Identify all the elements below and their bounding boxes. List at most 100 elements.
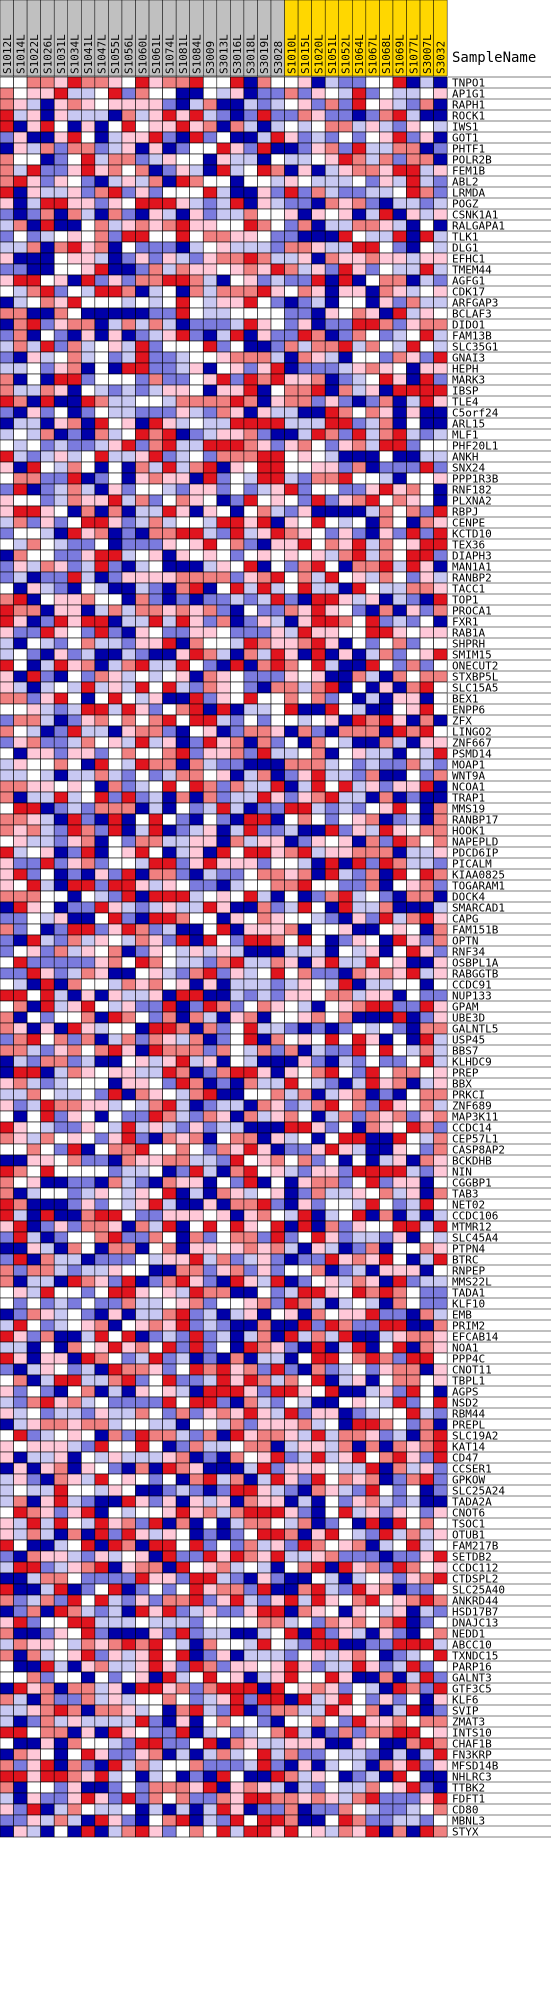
heatmap-cell bbox=[351, 637, 367, 650]
heatmap-cell bbox=[13, 890, 28, 903]
heatmap-cell bbox=[257, 406, 272, 419]
heatmap-cell bbox=[175, 417, 190, 430]
heatmap-cell bbox=[324, 1385, 340, 1398]
heatmap-cell bbox=[53, 318, 69, 331]
heatmap-cell bbox=[81, 615, 96, 628]
heatmap-cell bbox=[419, 1616, 434, 1629]
heatmap-cell bbox=[351, 681, 367, 694]
heatmap-cell bbox=[162, 1594, 177, 1607]
heatmap-cell bbox=[40, 747, 55, 760]
heatmap-cell bbox=[0, 1638, 14, 1651]
heatmap-cell bbox=[148, 1374, 163, 1387]
heatmap-cell bbox=[81, 362, 96, 375]
heatmap-cell bbox=[324, 373, 340, 386]
heatmap-cell bbox=[406, 978, 421, 991]
heatmap-cell bbox=[284, 824, 299, 837]
heatmap-cell bbox=[230, 1088, 245, 1101]
heatmap-cell bbox=[257, 1275, 272, 1288]
heatmap-cell bbox=[324, 923, 340, 936]
heatmap-cell bbox=[365, 428, 380, 441]
column-label: S1052L bbox=[340, 34, 353, 74]
heatmap-cell bbox=[175, 76, 190, 89]
heatmap-cell bbox=[230, 1539, 245, 1552]
heatmap-cell bbox=[216, 1242, 231, 1255]
heatmap-cell bbox=[53, 1165, 69, 1178]
heatmap-cell bbox=[13, 1539, 28, 1552]
heatmap-cell bbox=[351, 175, 367, 188]
heatmap-cell bbox=[351, 1605, 367, 1618]
heatmap-cell bbox=[67, 1242, 82, 1255]
heatmap-cell bbox=[94, 1396, 109, 1409]
heatmap-cell bbox=[216, 395, 231, 408]
heatmap-cell bbox=[270, 1044, 285, 1057]
heatmap-cell bbox=[365, 274, 380, 287]
heatmap-cell bbox=[243, 417, 258, 430]
heatmap-cell bbox=[189, 329, 204, 342]
heatmap-cell bbox=[257, 1561, 272, 1574]
heatmap-cell bbox=[175, 1011, 190, 1024]
heatmap-cell bbox=[324, 1143, 340, 1156]
heatmap-cell bbox=[81, 1022, 96, 1035]
heatmap-cell bbox=[365, 1374, 380, 1387]
heatmap-cell bbox=[324, 98, 340, 111]
heatmap-cell bbox=[202, 758, 218, 771]
heatmap-cell bbox=[53, 747, 69, 760]
heatmap-cell bbox=[189, 1264, 204, 1277]
heatmap-cell bbox=[365, 395, 380, 408]
heatmap-cell bbox=[406, 703, 421, 716]
heatmap-cell bbox=[121, 505, 136, 518]
heatmap-cell bbox=[270, 1055, 285, 1068]
heatmap-cell bbox=[81, 1055, 96, 1068]
heatmap-cell bbox=[270, 736, 285, 749]
heatmap-cell bbox=[108, 1528, 123, 1541]
heatmap-cell bbox=[351, 153, 367, 166]
heatmap-cell bbox=[189, 428, 204, 441]
heatmap-cell bbox=[392, 384, 407, 397]
heatmap-cell bbox=[94, 1011, 109, 1024]
heatmap-cell bbox=[284, 1638, 299, 1651]
heatmap-cell bbox=[189, 1374, 204, 1387]
heatmap-cell bbox=[202, 1308, 218, 1321]
heatmap-cell bbox=[13, 835, 28, 848]
heatmap-cell bbox=[392, 879, 407, 892]
heatmap-cell bbox=[257, 1088, 272, 1101]
heatmap-cell bbox=[81, 1671, 96, 1684]
heatmap-cell bbox=[392, 1473, 407, 1486]
heatmap-cell bbox=[338, 285, 353, 298]
heatmap-cell bbox=[230, 923, 245, 936]
heatmap-cell bbox=[67, 857, 82, 870]
heatmap-cell bbox=[162, 1198, 177, 1211]
heatmap-cell bbox=[94, 1363, 109, 1376]
heatmap-cell bbox=[297, 219, 312, 232]
heatmap-cell bbox=[406, 1220, 421, 1233]
heatmap-cell bbox=[81, 1561, 96, 1574]
heatmap-cell bbox=[257, 1198, 272, 1211]
heatmap-cell bbox=[243, 1693, 258, 1706]
heatmap-cell bbox=[53, 593, 69, 606]
heatmap-cell bbox=[148, 1528, 163, 1541]
heatmap-cell bbox=[40, 1286, 55, 1299]
heatmap-cell bbox=[284, 1583, 299, 1596]
heatmap-cell bbox=[324, 582, 340, 595]
heatmap-cell bbox=[365, 879, 380, 892]
heatmap-cell bbox=[284, 1550, 299, 1563]
heatmap-cell bbox=[67, 153, 82, 166]
heatmap-cell bbox=[433, 472, 448, 485]
heatmap-cell bbox=[257, 1352, 272, 1365]
heatmap-cell bbox=[202, 142, 218, 155]
heatmap-cell bbox=[13, 1088, 28, 1101]
heatmap-cell bbox=[108, 186, 123, 199]
heatmap-cell bbox=[230, 802, 245, 815]
heatmap-cell bbox=[419, 1594, 434, 1607]
heatmap-cell bbox=[81, 1308, 96, 1321]
heatmap-cell bbox=[175, 1594, 190, 1607]
heatmap-cell bbox=[392, 1440, 407, 1453]
heatmap-cell bbox=[53, 241, 69, 254]
heatmap-cell bbox=[392, 1011, 407, 1024]
heatmap-cell bbox=[419, 1055, 434, 1068]
heatmap-cell bbox=[406, 1033, 421, 1046]
heatmap-cell bbox=[135, 1176, 150, 1189]
heatmap-cell bbox=[392, 1044, 407, 1057]
heatmap-cell bbox=[243, 1429, 258, 1442]
heatmap-cell bbox=[284, 703, 299, 716]
